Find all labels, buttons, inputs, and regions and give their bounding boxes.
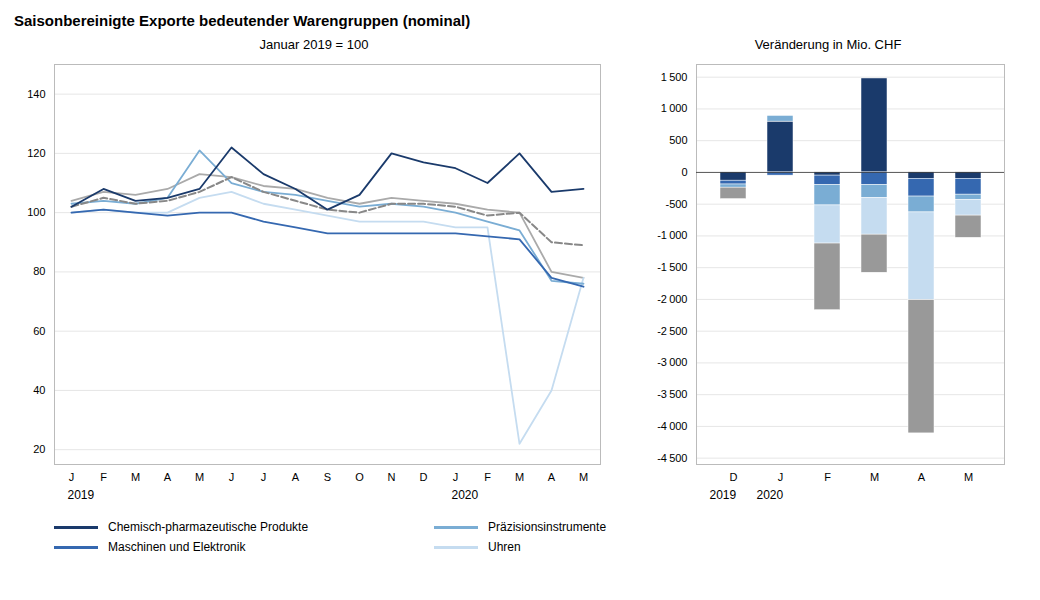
svg-text:120: 120 [27, 147, 45, 159]
svg-text:-3 500: -3 500 [657, 388, 687, 400]
svg-text:80: 80 [33, 265, 45, 277]
svg-text:2019: 2019 [68, 488, 95, 502]
svg-text:M: M [131, 471, 140, 483]
svg-text:N: N [388, 471, 396, 483]
html-text:Januar 2019 = 100: Januar 2019 = 100 [259, 37, 369, 52]
svg-text:F: F [100, 471, 107, 483]
svg-text:2019: 2019 [710, 488, 737, 502]
svg-text:M: M [870, 471, 879, 483]
svg-text:1 500: 1 500 [661, 71, 688, 83]
svg-text:140: 140 [27, 88, 45, 100]
svg-text:F: F [484, 471, 491, 483]
svg-text:D: D [730, 471, 738, 483]
svg-text:J: J [778, 471, 784, 483]
svg-text:2020: 2020 [452, 488, 479, 502]
svg-text:20: 20 [33, 443, 45, 455]
svg-text:500: 500 [669, 134, 687, 146]
svg-text:-1 000: -1 000 [657, 229, 687, 241]
svg-text:-2 500: -2 500 [657, 325, 687, 337]
svg-text:M: M [964, 471, 973, 483]
svg-text:A: A [918, 471, 926, 483]
svg-text:J: J [261, 471, 267, 483]
html-text:Veränderung in Mio. CHF: Veränderung in Mio. CHF [754, 37, 902, 52]
svg-text:1 000: 1 000 [661, 102, 688, 114]
svg-text:-4 000: -4 000 [657, 420, 687, 432]
svg-text:A: A [292, 471, 300, 483]
svg-text:F: F [824, 471, 831, 483]
html-text:Uhren: Uhren [488, 540, 521, 554]
svg-text:S: S [324, 471, 331, 483]
html-text:Chemisch-pharmazeutische Produ: Chemisch-pharmazeutische Produkte [108, 520, 309, 534]
svg-text:-1 500: -1 500 [657, 261, 687, 273]
svg-text:-3 000: -3 000 [657, 356, 687, 368]
svg-text:0: 0 [681, 166, 687, 178]
svg-text:A: A [548, 471, 556, 483]
svg-text:2020: 2020 [757, 488, 784, 502]
svg-text:60: 60 [33, 325, 45, 337]
svg-text:D: D [420, 471, 428, 483]
svg-text:O: O [355, 471, 364, 483]
svg-text:M: M [515, 471, 524, 483]
svg-text:-500: -500 [665, 198, 687, 210]
svg-text:100: 100 [27, 206, 45, 218]
svg-text:40: 40 [33, 384, 45, 396]
svg-text:M: M [579, 471, 588, 483]
html-text:Präzisionsinstrumente: Präzisionsinstrumente [488, 520, 607, 534]
html-text:Maschinen und Elektronik: Maschinen und Elektronik [108, 540, 246, 554]
svg-text:-2 000: -2 000 [657, 293, 687, 305]
svg-text:J: J [69, 471, 75, 483]
svg-text:-4 500: -4 500 [657, 452, 687, 464]
svg-text:J: J [229, 471, 235, 483]
svg-text:M: M [195, 471, 204, 483]
svg-text:A: A [164, 471, 172, 483]
html-text:Saisonbereinigte Exporte bedeu: Saisonbereinigte Exporte bedeutender War… [14, 12, 471, 29]
svg-text:J: J [453, 471, 459, 483]
